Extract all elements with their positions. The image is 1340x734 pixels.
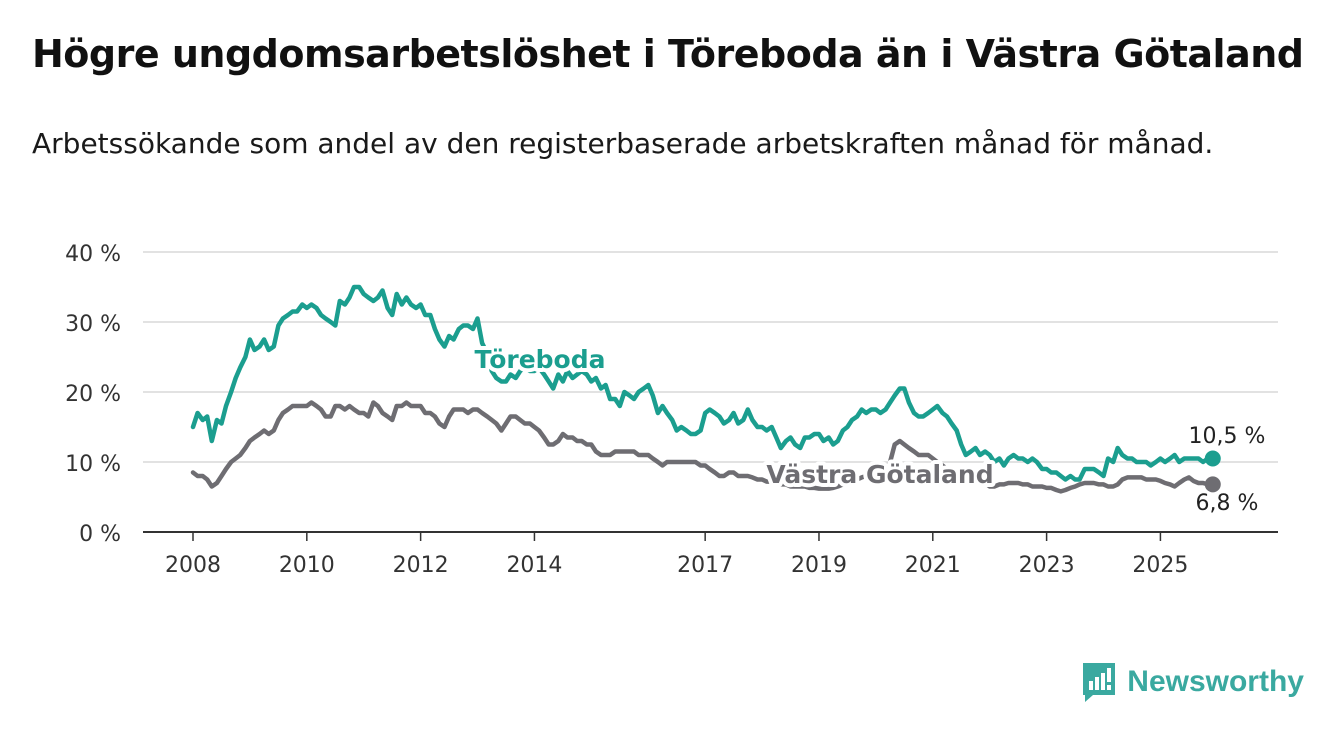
x-tick-label: 2023 bbox=[1019, 553, 1075, 578]
y-tick-label: 40 % bbox=[65, 242, 121, 267]
series-end-point bbox=[1204, 476, 1221, 493]
x-tick-label: 2025 bbox=[1132, 553, 1188, 578]
series-group bbox=[190, 284, 1221, 494]
series-end-point bbox=[1204, 450, 1221, 467]
end-label-toreboda: 10,5 % bbox=[1189, 424, 1266, 449]
grid bbox=[143, 251, 1278, 463]
x-tick-label: 2017 bbox=[677, 553, 733, 578]
brand-name: Newsworthy bbox=[1127, 665, 1304, 698]
x-tick-label: 2008 bbox=[165, 553, 221, 578]
x-tick-label: 2019 bbox=[791, 553, 847, 578]
x-tick-label: 2014 bbox=[506, 553, 562, 578]
x-tick-label: 2021 bbox=[905, 553, 961, 578]
y-tick-label: 30 % bbox=[65, 312, 121, 337]
y-tick-label: 20 % bbox=[65, 382, 121, 407]
series-label-vastra-gotaland: Västra Götaland bbox=[766, 460, 993, 489]
end-label-vastra-gotaland: 6,8 % bbox=[1196, 491, 1259, 516]
series-line-vastra-gotaland bbox=[190, 400, 1216, 494]
newsworthy-logo-icon bbox=[1083, 663, 1116, 702]
y-tick-label: 10 % bbox=[65, 452, 121, 477]
newsworthy-brand[interactable]: Newsworthy bbox=[1081, 660, 1304, 704]
x-tick-label: 2012 bbox=[393, 553, 449, 578]
series-label-toreboda: Töreboda bbox=[474, 345, 605, 374]
y-axis: 0 % 10 % 20 % 30 % 40 % bbox=[65, 242, 121, 547]
x-axis: 2008 2010 2012 2014 2017 2019 2021 2023 2025 bbox=[143, 531, 1278, 578]
y-tick-label: 0 % bbox=[79, 522, 121, 547]
x-tick-label: 2010 bbox=[279, 553, 335, 578]
series-line-toreboda bbox=[190, 284, 1216, 482]
chart-title: Högre ungdomsarbetslöshet i Töreboda än … bbox=[32, 32, 1304, 76]
series-labels: Töreboda Västra Götaland 10,5 % 6,8 % bbox=[470, 341, 1268, 519]
chart-subtitle: Arbetssökande som andel av den registerb… bbox=[32, 127, 1214, 160]
